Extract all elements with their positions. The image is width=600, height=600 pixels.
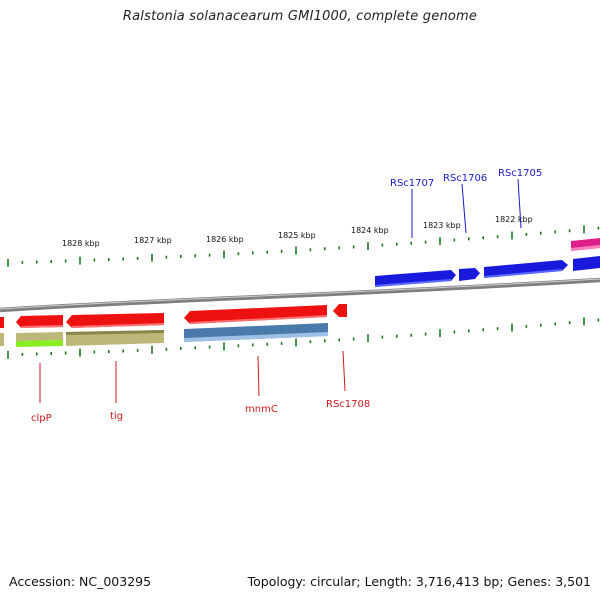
cds-clpp-lime[interactable]: [16, 340, 63, 347]
gene-right-edge[interactable]: [573, 256, 600, 271]
genome-summary-text: Topology: circular; Length: 3,716,413 bp…: [247, 574, 591, 589]
genome-backbone: [0, 277, 600, 313]
gene-rsc1707[interactable]: [375, 270, 456, 287]
gene-label-rsc1707[interactable]: RSc1707: [390, 178, 434, 189]
scale-label-1824: 1824 kbp: [351, 226, 389, 235]
gene-rsc1708-arrow[interactable]: [333, 304, 347, 317]
gene-label-rsc1705[interactable]: RSc1705: [498, 168, 542, 179]
label-leaders: [39, 178, 522, 403]
scale-label-1826: 1826 kbp: [206, 235, 244, 244]
gene-label-mnmc[interactable]: mnmC: [245, 404, 278, 415]
gene-left-partial[interactable]: [0, 317, 4, 328]
gene-clpp-arrow[interactable]: [16, 315, 63, 328]
accession-text: Accession: NC_003295: [9, 574, 152, 589]
gene-label-clpp[interactable]: clpP: [31, 413, 52, 424]
gene-mnmc-arrow[interactable]: [184, 305, 327, 324]
scale-label-1823: 1823 kbp: [423, 221, 461, 230]
gene-rsc1705[interactable]: [484, 260, 568, 278]
scale-label-1828: 1828 kbp: [62, 239, 100, 248]
cds-track: [0, 323, 328, 347]
forward-genes: [375, 238, 600, 287]
cds-clpp[interactable]: [16, 332, 63, 341]
outer-scale-ticks: [7, 225, 600, 267]
inner-scale-ticks: [7, 317, 600, 359]
map-title: Ralstonia solanacearum GMI1000, complete…: [122, 9, 478, 24]
gene-label-rsc1706[interactable]: RSc1706: [443, 173, 487, 184]
gene-label-tig[interactable]: tig: [110, 411, 123, 422]
gene-rsc1706[interactable]: [459, 268, 480, 281]
cds-left-partial[interactable]: [0, 333, 4, 346]
scale-label-1825: 1825 kbp: [278, 231, 316, 240]
scale-label-1827: 1827 kbp: [134, 236, 172, 245]
gene-label-rsc1708[interactable]: RSc1708: [326, 399, 370, 410]
reverse-genes: [0, 304, 347, 328]
scale-label-1822: 1822 kbp: [495, 215, 533, 224]
